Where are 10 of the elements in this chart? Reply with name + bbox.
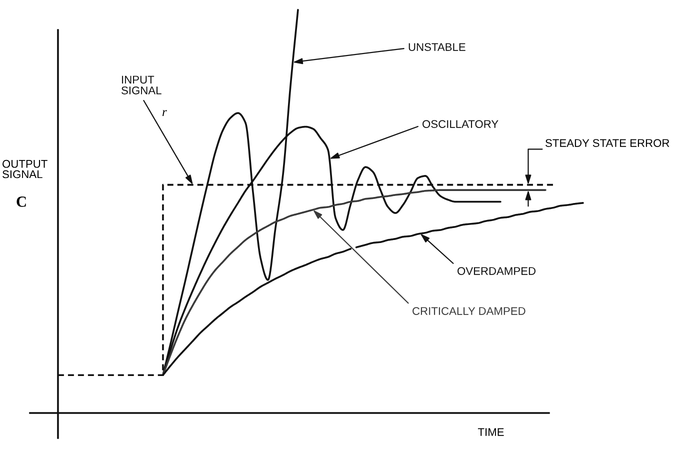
text: UNSTABLE [408,43,466,51]
annotation: STEADY STATE ERROR [546,139,670,147]
text: OVERDAMPED [458,267,536,275]
text: C [16,196,26,207]
text: INPUT SIGNAL [122,76,162,94]
annotation: r [162,110,167,116]
text: OSCILLATORY [422,120,498,128]
text: CRITICALLY DAMPED [412,307,526,315]
x-axis-title: TIME [478,428,504,436]
y-axis-title: OUTPUT SIGNAL [2,160,48,178]
